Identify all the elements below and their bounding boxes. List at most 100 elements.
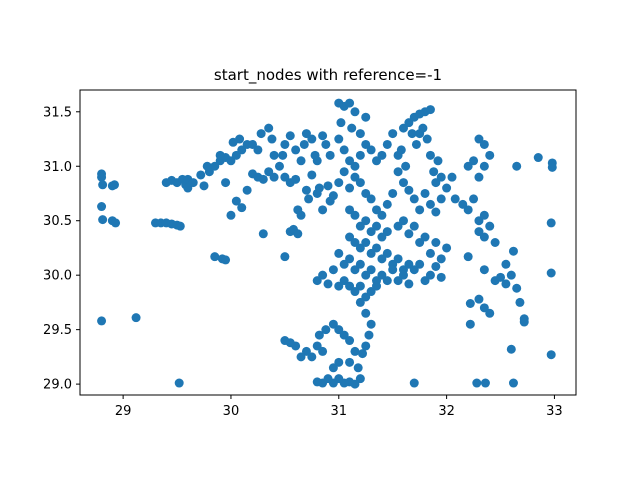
scatter-point <box>366 265 376 275</box>
scatter-point <box>358 349 367 359</box>
scatter-point <box>328 363 338 373</box>
x-tick-label: 31 <box>331 404 348 419</box>
scatter-point <box>388 188 398 198</box>
scatter-point <box>393 254 403 264</box>
scatter-point <box>293 229 303 239</box>
scatter-point <box>199 181 209 191</box>
scatter-point <box>409 221 419 231</box>
y-tick-label: 29.5 <box>43 323 72 338</box>
scatter-point <box>314 183 324 193</box>
scatter-point <box>465 299 475 308</box>
scatter-point <box>515 297 525 307</box>
scatter-point <box>274 161 284 171</box>
scatter-point <box>447 172 457 182</box>
scatter-point <box>221 255 231 265</box>
scatter-point <box>345 357 355 367</box>
scatter-point <box>474 172 484 182</box>
scatter-point <box>404 185 414 195</box>
scatter-point <box>431 207 441 217</box>
scatter-point <box>228 137 238 147</box>
scatter-point <box>450 194 460 204</box>
scatter-point <box>506 344 516 354</box>
scatter-point <box>366 145 376 155</box>
y-tick-label: 29.0 <box>43 378 72 393</box>
scatter-point <box>226 210 236 220</box>
scatter-point <box>415 109 425 119</box>
scatter-point <box>469 194 479 204</box>
scatter-point <box>401 161 411 171</box>
scatter-point <box>355 259 365 269</box>
scatter-point <box>361 216 371 226</box>
scatter-point <box>296 352 306 362</box>
scatter-point <box>431 261 441 271</box>
scatter-point <box>339 167 349 177</box>
scatter-point <box>291 145 301 155</box>
scatter-point <box>237 203 247 213</box>
scatter-point <box>350 346 360 356</box>
scatter-point <box>355 281 365 291</box>
scatter-point <box>398 270 408 280</box>
scatter-point <box>312 276 322 286</box>
scatter-point <box>231 196 241 206</box>
scatter-point <box>345 98 355 108</box>
scatter-point <box>301 185 311 195</box>
scatter-point <box>407 129 417 139</box>
scatter-point <box>318 131 328 141</box>
scatter-point <box>372 221 382 231</box>
scatter-point <box>480 378 490 388</box>
scatter-point <box>280 336 290 346</box>
scatter-point <box>355 297 365 307</box>
scatter-point <box>420 188 430 198</box>
scatter-point <box>215 150 225 160</box>
scatter-point <box>485 221 495 231</box>
scatter-point <box>501 279 511 289</box>
x-tick-label: 30 <box>223 404 240 419</box>
scatter-point <box>174 378 184 388</box>
scatter-point <box>382 248 392 258</box>
scatter-point <box>388 129 398 139</box>
scatter-point <box>350 161 360 171</box>
scatter-point <box>382 199 392 209</box>
scatter-point <box>431 238 441 247</box>
scatter-point <box>131 313 141 323</box>
scatter-point <box>474 294 484 304</box>
y-tick-label: 31.5 <box>43 105 72 120</box>
scatter-point <box>353 363 363 373</box>
scatter-point <box>242 185 252 195</box>
x-tick-label: 33 <box>546 404 563 419</box>
scatter-point <box>496 272 506 282</box>
scatter-point <box>361 112 371 122</box>
scatter-point <box>512 283 522 293</box>
scatter-point <box>175 221 185 231</box>
scatter-point <box>98 180 108 190</box>
scatter-point <box>334 248 344 258</box>
scatter-point <box>372 281 382 291</box>
scatter-point <box>388 265 398 275</box>
scatter-point <box>436 194 446 204</box>
scatter-point <box>404 279 414 289</box>
scatter-point <box>422 134 432 144</box>
scatter-point <box>418 123 428 133</box>
scatter-point <box>546 350 556 360</box>
scatter-point <box>278 150 288 160</box>
scatter-point <box>336 118 346 128</box>
scatter-point <box>436 254 446 264</box>
scatter-point <box>366 194 376 204</box>
scatter-point <box>221 178 231 188</box>
scatter-point <box>98 215 108 225</box>
scatter-point <box>97 316 107 326</box>
scatter-point <box>364 330 374 340</box>
scatter-point <box>355 178 365 188</box>
scatter-point <box>318 205 328 215</box>
scatter-point <box>442 183 452 193</box>
scatter-point <box>97 172 107 182</box>
scatter-point <box>339 145 349 155</box>
scatter-point <box>501 259 511 269</box>
scatter-point <box>479 265 489 275</box>
scatter-point <box>472 378 482 388</box>
scatter-point <box>533 153 543 163</box>
scatter-point <box>291 174 301 184</box>
scatter-point <box>350 107 360 117</box>
scatter-point <box>366 319 376 329</box>
scatter-point <box>269 150 279 160</box>
